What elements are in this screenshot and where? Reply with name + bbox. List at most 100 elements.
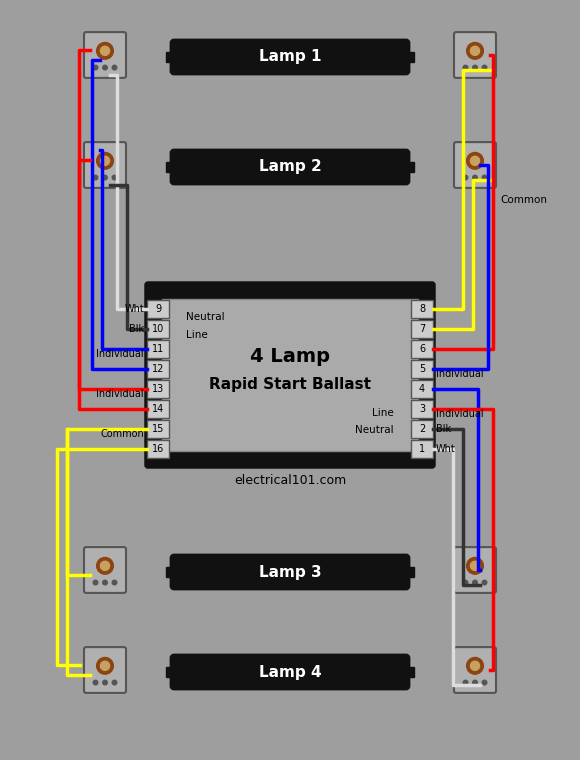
Bar xyxy=(147,380,169,398)
FancyBboxPatch shape xyxy=(84,142,126,188)
Circle shape xyxy=(467,153,483,169)
Circle shape xyxy=(97,153,113,169)
Text: Blk: Blk xyxy=(129,324,144,334)
Text: Individual: Individual xyxy=(96,389,144,399)
Text: 12: 12 xyxy=(152,364,164,374)
Text: electrical101.com: electrical101.com xyxy=(234,473,346,486)
Circle shape xyxy=(470,561,480,571)
Text: 7: 7 xyxy=(419,324,425,334)
Text: Individual: Individual xyxy=(96,349,144,359)
FancyBboxPatch shape xyxy=(454,547,496,593)
Circle shape xyxy=(93,680,98,685)
Circle shape xyxy=(467,558,483,575)
Circle shape xyxy=(470,661,480,670)
Bar xyxy=(166,567,174,577)
FancyBboxPatch shape xyxy=(171,655,409,689)
Text: Line: Line xyxy=(186,330,208,340)
FancyBboxPatch shape xyxy=(454,142,496,188)
Text: 15: 15 xyxy=(152,424,164,434)
Text: 14: 14 xyxy=(152,404,164,414)
Circle shape xyxy=(103,680,107,685)
Bar xyxy=(162,299,418,451)
Bar xyxy=(406,52,414,62)
Circle shape xyxy=(482,176,487,180)
Bar xyxy=(411,340,433,358)
Circle shape xyxy=(103,581,107,585)
Text: Wht: Wht xyxy=(436,444,456,454)
Bar xyxy=(411,300,433,318)
Text: 11: 11 xyxy=(152,344,164,354)
Text: 6: 6 xyxy=(419,344,425,354)
Circle shape xyxy=(470,157,480,166)
Text: 13: 13 xyxy=(152,384,164,394)
Bar xyxy=(406,162,414,172)
Text: Rapid Start Ballast: Rapid Start Ballast xyxy=(209,378,371,392)
Text: Individual: Individual xyxy=(436,409,484,419)
Text: 9: 9 xyxy=(155,304,161,314)
Text: Lamp 1: Lamp 1 xyxy=(259,49,321,65)
Circle shape xyxy=(473,65,477,70)
Circle shape xyxy=(482,680,487,685)
FancyBboxPatch shape xyxy=(171,40,409,74)
Text: 2: 2 xyxy=(419,424,425,434)
Text: Wht: Wht xyxy=(124,304,144,314)
Circle shape xyxy=(482,581,487,585)
Bar xyxy=(411,440,433,458)
FancyBboxPatch shape xyxy=(454,32,496,78)
Circle shape xyxy=(463,65,468,70)
Circle shape xyxy=(100,157,110,166)
Text: 4 Lamp: 4 Lamp xyxy=(250,347,330,366)
Circle shape xyxy=(473,176,477,180)
Bar xyxy=(166,667,174,677)
Text: Neutral: Neutral xyxy=(356,425,394,435)
Circle shape xyxy=(97,43,113,59)
FancyBboxPatch shape xyxy=(171,150,409,184)
FancyBboxPatch shape xyxy=(84,32,126,78)
Bar xyxy=(147,420,169,438)
Circle shape xyxy=(463,176,468,180)
Bar xyxy=(411,420,433,438)
Circle shape xyxy=(467,657,483,674)
Bar xyxy=(147,360,169,378)
Bar xyxy=(166,162,174,172)
Bar xyxy=(411,320,433,338)
Circle shape xyxy=(100,661,110,670)
Bar xyxy=(147,300,169,318)
Text: 16: 16 xyxy=(152,444,164,454)
FancyBboxPatch shape xyxy=(84,547,126,593)
Bar xyxy=(411,380,433,398)
Circle shape xyxy=(103,176,107,180)
Circle shape xyxy=(103,65,107,70)
Bar xyxy=(166,52,174,62)
Circle shape xyxy=(473,680,477,685)
Text: 5: 5 xyxy=(419,364,425,374)
Text: 10: 10 xyxy=(152,324,164,334)
Circle shape xyxy=(100,46,110,55)
Bar xyxy=(406,567,414,577)
FancyBboxPatch shape xyxy=(171,555,409,589)
Circle shape xyxy=(112,581,117,585)
Text: Individual: Individual xyxy=(436,369,484,379)
FancyBboxPatch shape xyxy=(84,647,126,693)
Circle shape xyxy=(93,65,98,70)
Text: Lamp 3: Lamp 3 xyxy=(259,565,321,579)
Text: Line: Line xyxy=(372,408,394,418)
Text: 3: 3 xyxy=(419,404,425,414)
Circle shape xyxy=(463,680,468,685)
Circle shape xyxy=(112,680,117,685)
Text: Common: Common xyxy=(500,195,547,205)
Circle shape xyxy=(93,581,98,585)
Text: Common: Common xyxy=(100,429,144,439)
Bar xyxy=(147,320,169,338)
Circle shape xyxy=(112,65,117,70)
Bar xyxy=(411,360,433,378)
Circle shape xyxy=(97,558,113,575)
Circle shape xyxy=(470,46,480,55)
Circle shape xyxy=(463,581,468,585)
Bar xyxy=(147,340,169,358)
Circle shape xyxy=(467,43,483,59)
FancyBboxPatch shape xyxy=(454,647,496,693)
Circle shape xyxy=(100,561,110,571)
Circle shape xyxy=(473,581,477,585)
Bar xyxy=(411,400,433,418)
